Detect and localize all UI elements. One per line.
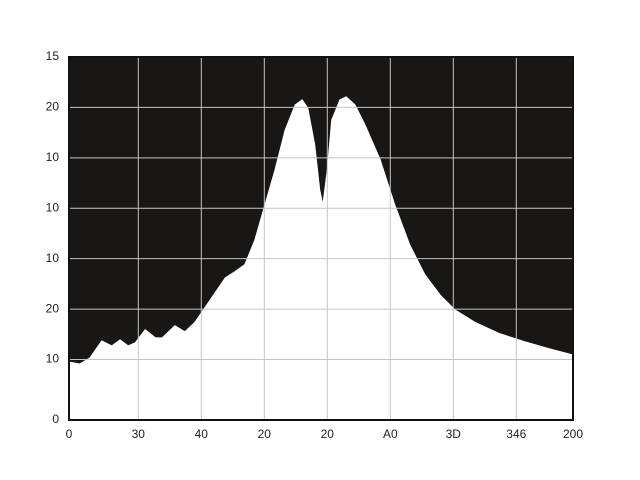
y-tick-label: 10	[46, 352, 60, 366]
x-tick-label: 30	[132, 427, 146, 441]
y-tick-label: 20	[46, 301, 60, 315]
x-tick-label: 346	[506, 427, 526, 441]
x-tick-label: 40	[195, 427, 209, 441]
x-tick-label: 3D	[446, 427, 462, 441]
y-tick-label: 15	[46, 49, 60, 63]
x-tick-label: 20	[258, 427, 272, 441]
y-tick-label: 20	[46, 100, 60, 114]
x-tick-label: 200	[563, 427, 583, 441]
y-tick-label: 10	[46, 251, 60, 265]
x-tick-label: A0	[383, 427, 398, 441]
x-tick-label: 20	[321, 427, 335, 441]
x-tick-label: 0	[66, 427, 73, 441]
y-tick-label: 10	[46, 150, 60, 164]
plot-frame	[68, 56, 574, 421]
y-tick-label: 0	[52, 412, 59, 426]
y-tick-label: 10	[46, 200, 60, 214]
